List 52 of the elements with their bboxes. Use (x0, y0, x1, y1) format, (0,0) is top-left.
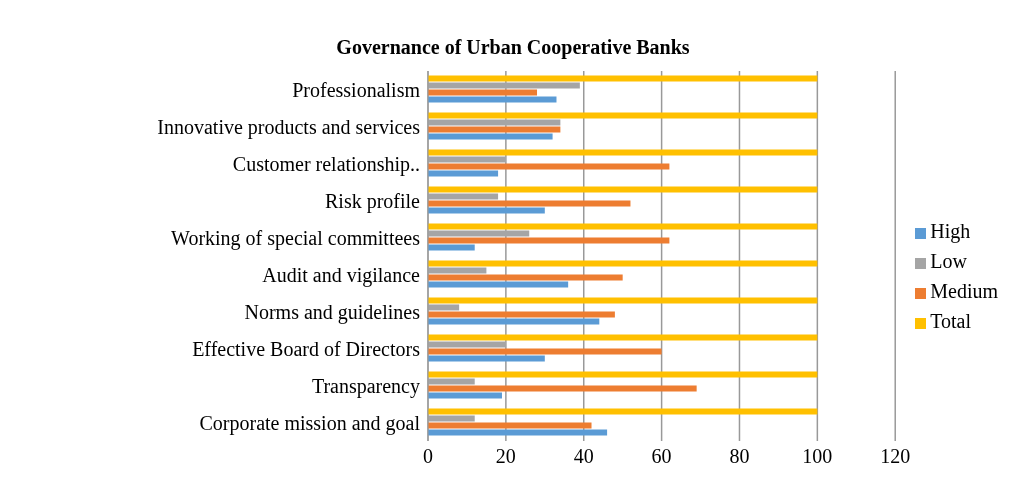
x-tick-label: 60 (651, 445, 672, 468)
y-tick-label: Professionalism (292, 78, 421, 101)
y-tick-label: Norms and guidelines (244, 300, 421, 324)
legend-label: Medium (930, 280, 998, 302)
legend-label: Total (930, 310, 972, 332)
bar (428, 163, 670, 170)
x-tick-label: 40 (573, 445, 594, 468)
bar (428, 89, 538, 96)
bar (428, 318, 600, 325)
bar (428, 408, 818, 415)
bar (428, 311, 615, 318)
bar (428, 237, 670, 244)
bar (428, 126, 561, 133)
y-tick-label: Audit and vigilance (262, 263, 421, 287)
x-tick-label: 0 (423, 445, 433, 468)
y-tick-label: Effective Board of Directors (192, 337, 421, 360)
y-tick-label: Innovative products and services (157, 115, 421, 139)
bar (428, 200, 631, 207)
bar (428, 186, 818, 193)
bar (428, 348, 662, 355)
legend-label: High (930, 220, 971, 242)
bar (428, 170, 499, 177)
bar (428, 355, 545, 362)
y-tick-label: Customer relationship.. (232, 152, 420, 176)
bar (428, 244, 475, 251)
bar (428, 75, 818, 82)
x-tick-label: 120 (880, 445, 911, 468)
y-tick-label: Working of special committees (171, 226, 421, 250)
bar (428, 392, 502, 399)
bar (428, 112, 818, 119)
bar (428, 207, 545, 214)
bar (428, 96, 557, 103)
y-tick-label: Transparency (311, 374, 420, 398)
bar (428, 429, 608, 436)
bar (428, 297, 818, 304)
bar (428, 334, 818, 341)
bar (428, 281, 569, 288)
y-tick-label: Risk profile (325, 189, 421, 213)
bar (428, 133, 553, 140)
bar (428, 260, 818, 267)
bar (428, 371, 818, 378)
x-tick-label: 100 (802, 445, 833, 468)
y-tick-label: Corporate mission and goal (199, 411, 421, 435)
bar (428, 274, 623, 281)
legend-label: Low (930, 250, 967, 272)
bar (428, 385, 697, 392)
bar (428, 149, 818, 156)
bar (428, 422, 592, 429)
chart-title: Governance of Urban Cooperative Banks (335, 35, 691, 61)
bar (428, 223, 818, 230)
x-tick-label: 20 (495, 445, 516, 468)
x-tick-label: 80 (729, 445, 750, 468)
